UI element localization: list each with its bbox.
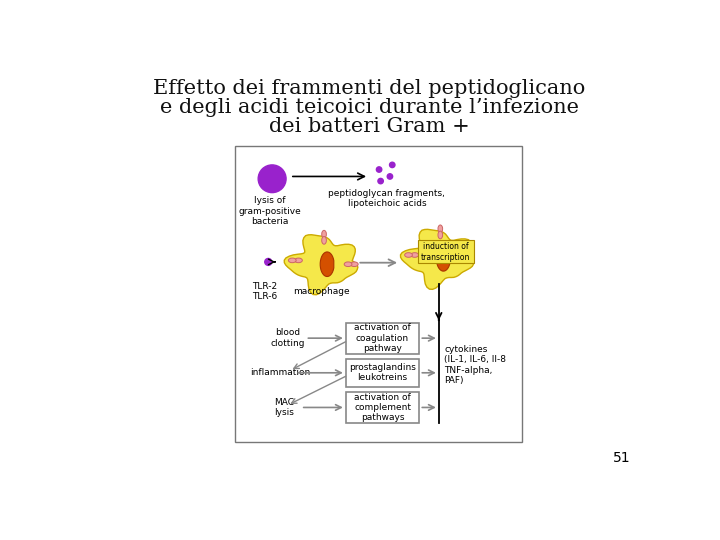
Text: activation of
complement
pathways: activation of complement pathways	[354, 393, 411, 422]
Text: macrophage: macrophage	[292, 287, 349, 295]
Text: blood
clotting: blood clotting	[271, 328, 305, 348]
Bar	[346, 323, 419, 354]
Circle shape	[378, 178, 383, 184]
Polygon shape	[320, 252, 334, 276]
FancyBboxPatch shape	[418, 240, 474, 264]
Text: cytokines
(IL-1, IL-6, II-8
TNF-alpha,
PAF): cytokines (IL-1, IL-6, II-8 TNF-alpha, P…	[444, 345, 506, 385]
Polygon shape	[400, 230, 474, 289]
Ellipse shape	[344, 262, 352, 267]
Text: inflammation: inflammation	[250, 368, 310, 377]
Ellipse shape	[322, 237, 326, 244]
Text: Effetto dei frammenti del peptidoglicano: Effetto dei frammenti del peptidoglicano	[153, 79, 585, 98]
Text: MAC
lysis: MAC lysis	[274, 398, 294, 417]
Text: activation of
coagulation
pathway: activation of coagulation pathway	[354, 323, 411, 353]
Ellipse shape	[467, 256, 474, 261]
Circle shape	[390, 162, 395, 167]
Ellipse shape	[411, 253, 418, 257]
Polygon shape	[284, 235, 358, 295]
Circle shape	[265, 259, 271, 265]
Text: peptidoglycan fragments,
lipoteichoic acids: peptidoglycan fragments, lipoteichoic ac…	[328, 189, 445, 208]
Text: lysis of
gram-positive
bacteria: lysis of gram-positive bacteria	[238, 197, 301, 226]
Bar	[346, 392, 419, 423]
Ellipse shape	[438, 231, 443, 239]
Text: induction of
transcription: induction of transcription	[421, 242, 470, 261]
Ellipse shape	[294, 258, 302, 262]
Bar	[235, 146, 522, 442]
Ellipse shape	[289, 258, 296, 262]
Circle shape	[387, 174, 392, 179]
Text: TLR-2
TLR-6: TLR-2 TLR-6	[252, 282, 277, 301]
Text: dei batteri Gram +: dei batteri Gram +	[269, 117, 469, 136]
Bar	[346, 359, 419, 387]
Ellipse shape	[405, 253, 413, 257]
Ellipse shape	[322, 231, 326, 238]
Ellipse shape	[461, 256, 468, 261]
Text: 51: 51	[613, 451, 631, 465]
Polygon shape	[436, 247, 450, 271]
Text: prostaglandins
leukotreins: prostaglandins leukotreins	[349, 363, 416, 382]
Ellipse shape	[438, 225, 443, 233]
Circle shape	[377, 167, 382, 172]
Text: e degli acidi teicoici durante l’infezione: e degli acidi teicoici durante l’infezio…	[160, 98, 578, 117]
Circle shape	[258, 165, 286, 193]
Ellipse shape	[351, 262, 358, 267]
